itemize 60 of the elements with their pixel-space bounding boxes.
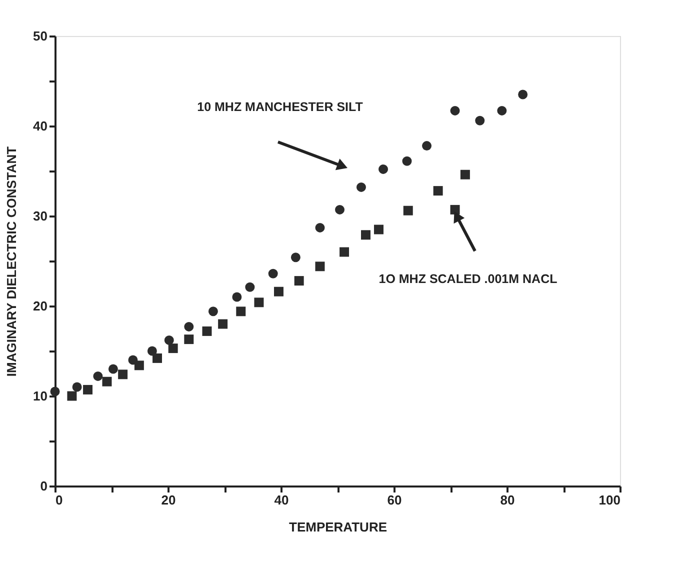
- point: [378, 164, 388, 174]
- point: [232, 292, 242, 302]
- y-tick-label: 40: [33, 118, 48, 134]
- point: [72, 382, 82, 392]
- point: [147, 346, 157, 356]
- point: [254, 298, 264, 308]
- point: [361, 230, 370, 240]
- point: [518, 90, 528, 100]
- point: [340, 247, 350, 257]
- x-tick-label: 100: [598, 492, 620, 508]
- point: [450, 106, 460, 116]
- point: [422, 141, 432, 151]
- point: [433, 186, 443, 196]
- point: [83, 384, 93, 394]
- y-tick-label: 20: [33, 298, 48, 314]
- point: [403, 206, 413, 216]
- point: [118, 370, 128, 380]
- point: [497, 106, 507, 116]
- point: [274, 286, 284, 296]
- y-tick-label: 10: [33, 388, 48, 404]
- point: [108, 364, 118, 374]
- y-axis-title: IMAGINARY DIELECTRIC CONSTANT: [4, 146, 20, 377]
- point: [475, 116, 485, 126]
- point: [315, 222, 325, 232]
- x-tick-label: 40: [274, 492, 289, 508]
- point: [93, 371, 103, 381]
- point: [67, 391, 77, 401]
- point: [184, 334, 194, 344]
- point: [315, 262, 325, 272]
- x-tick-label: 80: [500, 492, 515, 508]
- annotation: 10 MHZ MANCHESTER SILT: [197, 100, 364, 114]
- point: [134, 360, 144, 370]
- point: [374, 224, 384, 234]
- annotation: 1O MHZ SCALED .001M NACL: [378, 272, 558, 286]
- y-tick-label: 50: [33, 28, 48, 44]
- point: [102, 376, 112, 386]
- y-tick-label: 30: [33, 208, 48, 224]
- point: [356, 182, 366, 192]
- x-axis-title: TEMPERATURE: [289, 520, 388, 534]
- point: [450, 204, 460, 214]
- x-tick-label: 0: [56, 492, 63, 508]
- y-tick-label: 0: [40, 478, 48, 494]
- point: [218, 319, 228, 329]
- point: [402, 156, 412, 166]
- point: [294, 276, 304, 286]
- point: [50, 386, 60, 396]
- point: [245, 282, 255, 292]
- point: [168, 344, 178, 354]
- x-tick-label: 20: [161, 492, 176, 508]
- point: [268, 268, 278, 278]
- x-tick-label: 60: [387, 492, 402, 508]
- point: [152, 353, 162, 363]
- point: [184, 322, 194, 332]
- point: [208, 306, 218, 316]
- point: [335, 204, 345, 214]
- point: [460, 170, 470, 180]
- point: [290, 252, 300, 262]
- point: [202, 326, 212, 336]
- point: [236, 306, 246, 316]
- point: [164, 335, 174, 345]
